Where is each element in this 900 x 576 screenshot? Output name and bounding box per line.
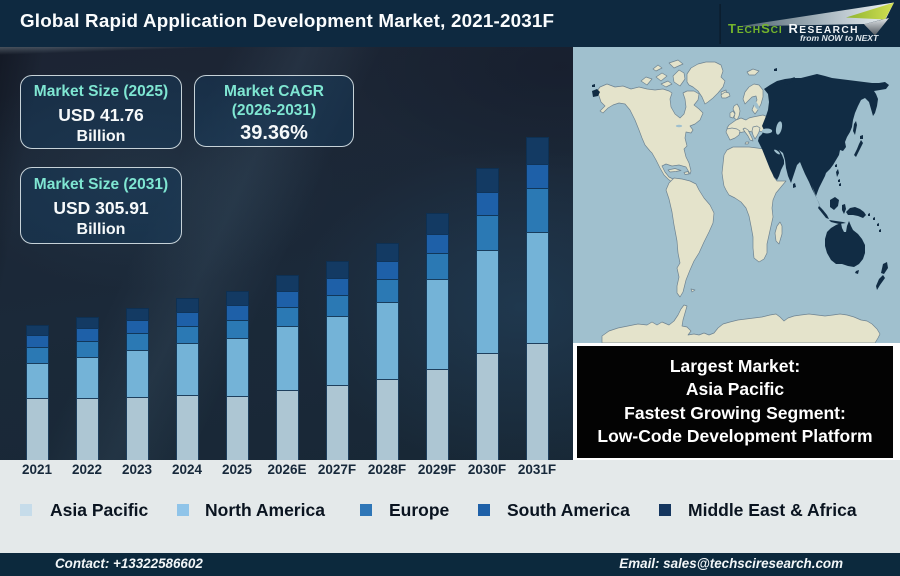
svg-text:TECHSCI: TECHSCI [728, 21, 783, 36]
svg-text:RESEARCH: RESEARCH [789, 21, 859, 36]
svg-text:from NOW to NEXT: from NOW to NEXT [800, 33, 879, 43]
